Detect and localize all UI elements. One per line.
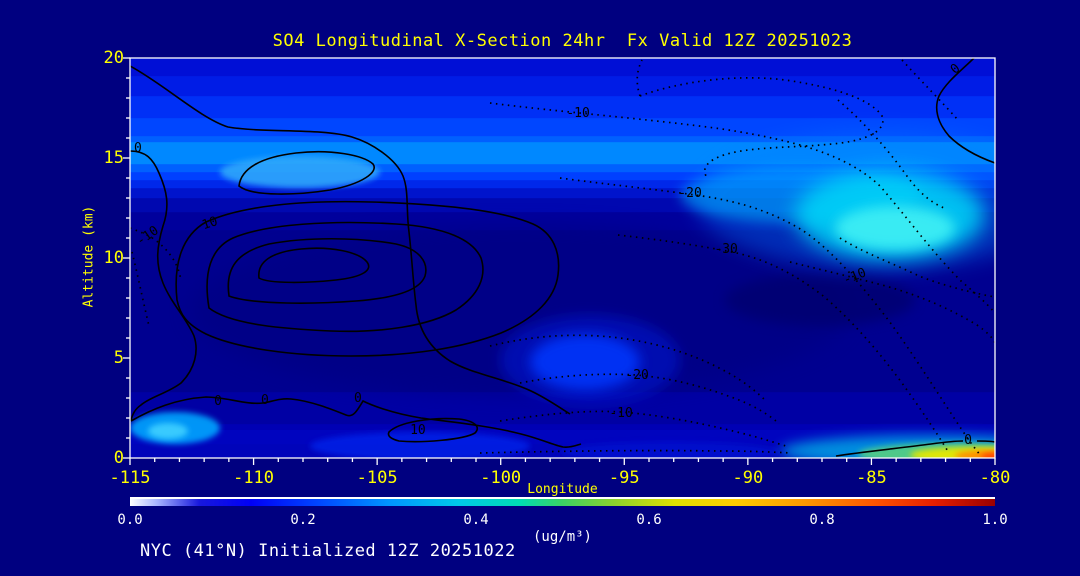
solid-contours bbox=[130, 58, 995, 457]
contour-label: 0 bbox=[964, 433, 972, 448]
y-tick-label: 5 bbox=[113, 348, 124, 368]
colorbar-tick-label: 0.6 bbox=[636, 512, 662, 528]
contour-label: -10 bbox=[609, 406, 632, 421]
contour-label: -20 bbox=[678, 186, 701, 201]
y-tick-label: 15 bbox=[103, 148, 124, 168]
x-tick-label: -80 bbox=[979, 468, 1011, 488]
x-tick-label: -85 bbox=[856, 468, 887, 488]
colorbar-tick-label: 0.8 bbox=[809, 512, 835, 528]
x-axis-label: Longitude bbox=[527, 482, 598, 497]
contour-label: 0 bbox=[214, 394, 222, 409]
colorbar-tick-label: 1.0 bbox=[982, 512, 1008, 528]
colorbar-tick-label: 0.4 bbox=[463, 512, 489, 528]
x-tick-label: -115 bbox=[109, 468, 151, 488]
chart-title: SO4 Longitudinal X-Section 24hr Fx Valid… bbox=[272, 31, 853, 51]
contour-field bbox=[130, 58, 995, 458]
colorbar-units-label: (ug/m³) bbox=[532, 529, 592, 545]
colorbar-tick-label: 0.2 bbox=[290, 512, 316, 528]
y-tick-label: 10 bbox=[103, 248, 124, 268]
contour-label: 0 bbox=[261, 393, 269, 408]
axis-ticks bbox=[123, 57, 996, 465]
x-tick-label: -100 bbox=[480, 468, 522, 488]
contour-label: 0 bbox=[134, 141, 142, 156]
contour-label: -20 bbox=[625, 368, 648, 383]
x-tick-label: -95 bbox=[608, 468, 640, 488]
init-info-text: NYC (41°N) Initialized 12Z 20251022 bbox=[140, 541, 516, 561]
y-tick-label: 20 bbox=[103, 48, 124, 68]
contour-label: 10 bbox=[410, 423, 426, 438]
colorbar bbox=[130, 497, 995, 506]
contour-label: 10 bbox=[200, 214, 220, 233]
x-tick-label: -90 bbox=[732, 468, 764, 488]
x-tick-label: -110 bbox=[233, 468, 275, 488]
y-tick-label: 0 bbox=[113, 448, 124, 468]
x-tick-label: -105 bbox=[356, 468, 398, 488]
contour-label: -10 bbox=[566, 106, 589, 121]
colorbar-tick-label: 0.0 bbox=[117, 512, 143, 528]
dotted-contours bbox=[130, 59, 995, 457]
contour-label: 0 bbox=[354, 391, 362, 406]
contour-label: -30 bbox=[714, 242, 737, 257]
